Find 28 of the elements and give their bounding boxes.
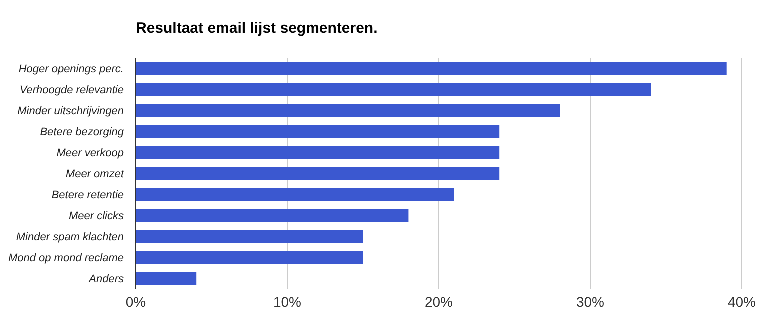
y-tick-label: Meer verkoop [56, 148, 124, 160]
x-tick-label: 0% [126, 294, 146, 310]
y-tick-label: Minder spam klachten [16, 232, 124, 244]
bar [136, 146, 500, 160]
bar [136, 104, 560, 118]
y-tick-label: Hoger openings perc. [18, 64, 124, 76]
y-tick-label: Betere bezorging [40, 126, 125, 138]
bar [136, 230, 364, 244]
bar [136, 188, 454, 202]
y-tick-label: Meer clicks [68, 210, 124, 222]
y-tick-label: Minder uitschrijvingen [18, 106, 124, 118]
bar [136, 62, 727, 76]
x-tick-label: 10% [273, 294, 302, 310]
y-tick-label: Meer omzet [66, 168, 125, 180]
bar [136, 209, 409, 222]
chart-title: Resultaat email lijst segmenteren. [136, 20, 378, 37]
x-tick-label: 20% [424, 294, 454, 310]
bar [136, 83, 652, 96]
x-tick-label: 40% [728, 294, 756, 310]
y-tick-label: Mond op mond reclame [8, 252, 124, 264]
bar [136, 125, 500, 138]
y-tick-label: Verhoogde relevantie [20, 84, 124, 96]
bar [136, 251, 364, 264]
bar [136, 167, 500, 180]
y-tick-label: Anders [88, 274, 124, 286]
y-tick-label: Betere retentie [52, 190, 124, 202]
bar [136, 272, 197, 286]
x-tick-label: 30% [576, 294, 605, 310]
